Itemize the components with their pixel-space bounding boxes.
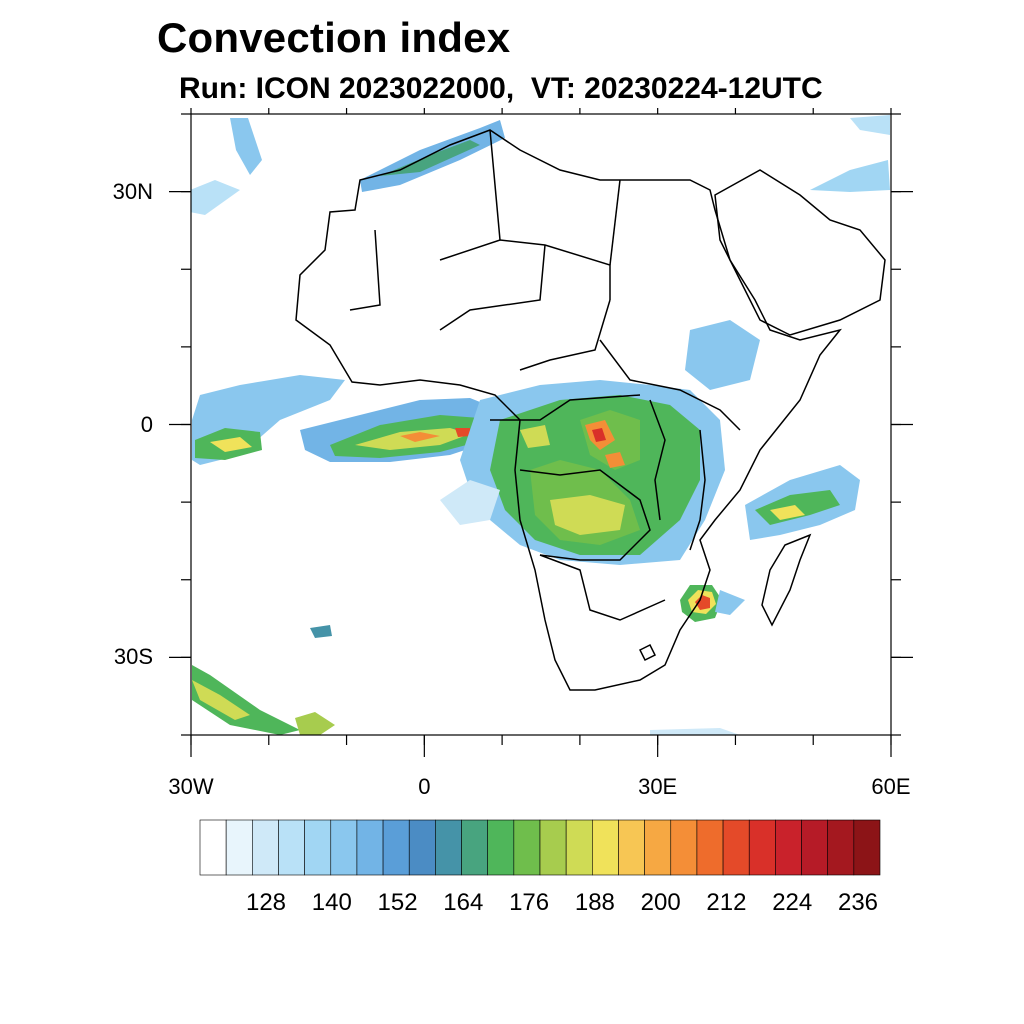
colorbar-label: 236	[837, 889, 879, 916]
colorbar-swatch	[225, 819, 253, 876]
colorbar-swatch	[382, 819, 410, 876]
colorbar-swatch	[592, 819, 619, 876]
colorbar-label: 188	[574, 889, 615, 916]
colorbar	[199, 819, 881, 876]
colorbar-label: 128	[245, 889, 287, 916]
colorbar-label: 176	[509, 889, 550, 916]
colorbar-swatch	[853, 819, 881, 876]
lat-tick-label: 30S	[113, 644, 153, 670]
lon-tick-label: 30W	[168, 774, 214, 799]
colorbar-swatch	[539, 819, 567, 876]
map-subtitle: Run: ICON 2023022000, VT: 20230224-12UTC	[179, 72, 823, 105]
colorbar-swatch	[435, 819, 462, 876]
colorbar-swatch	[618, 819, 645, 876]
lon-tick-label: 0	[418, 774, 431, 799]
convection-field	[191, 115, 890, 735]
colorbar-swatch	[565, 819, 593, 876]
colorbar-label: 140	[311, 889, 352, 916]
colorbar-label: 200	[640, 889, 681, 916]
colorbar-swatch	[827, 819, 855, 876]
colorbar-swatch	[513, 819, 541, 876]
colorbar-swatch	[801, 819, 828, 876]
lon-tick-label: 30E	[638, 774, 678, 799]
colorbar-label: 152	[377, 889, 418, 916]
colorbar-swatch	[408, 819, 436, 876]
colorbar-swatch	[722, 819, 750, 876]
axis-ticks	[169, 108, 913, 757]
colorbar-swatch	[696, 819, 724, 876]
colorbar-swatch	[748, 819, 776, 876]
colorbar-swatch	[199, 819, 227, 876]
colorbar-swatch	[487, 819, 515, 876]
colorbar-swatch	[304, 819, 332, 876]
colorbar-swatch	[670, 819, 698, 876]
colorbar-swatch	[356, 819, 384, 876]
colorbar-swatch	[775, 819, 802, 876]
lat-tick-label: 30N	[112, 178, 153, 204]
coastline-borders	[295, 129, 886, 691]
colorbar-label: 164	[443, 889, 484, 916]
colorbar-label: 212	[706, 889, 747, 916]
colorbar-label: 224	[772, 889, 813, 916]
map-title: Convection index	[157, 14, 511, 61]
colorbar-swatch	[252, 819, 279, 876]
colorbar-swatch	[278, 819, 305, 876]
lat-tick-label: 0	[140, 411, 153, 437]
colorbar-swatch	[644, 819, 672, 876]
colorbar-swatch	[330, 819, 358, 876]
colorbar-swatch	[461, 819, 488, 876]
lon-tick-label: 60E	[871, 774, 911, 799]
